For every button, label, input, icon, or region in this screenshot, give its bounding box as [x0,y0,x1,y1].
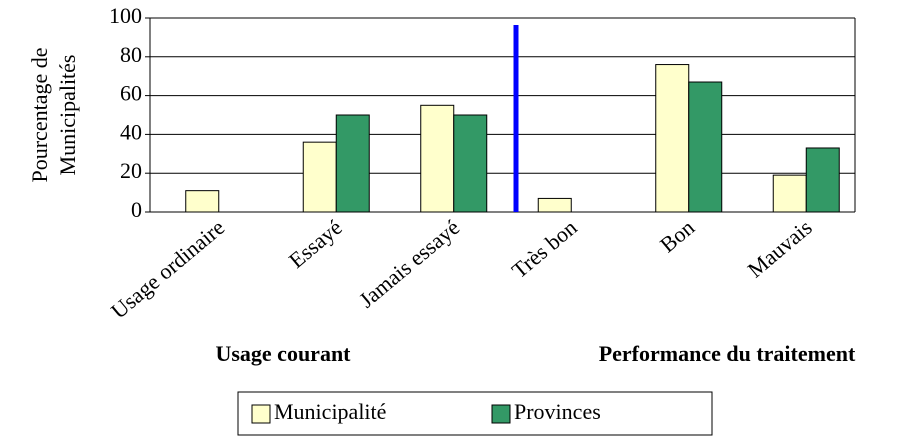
y-tick-label: 40 [120,119,142,144]
group-label: Usage courant [215,341,351,366]
bar [453,114,488,213]
bar [688,81,723,213]
bar [420,104,455,213]
legend-swatch [491,404,511,424]
bar [302,141,337,213]
bar [772,174,807,213]
x-tick-label: Usage ordinaire [106,215,229,324]
y-tick-label: 100 [109,3,142,28]
x-tick-label: Essayé [284,215,347,273]
legend-box [237,391,713,436]
y-axis-label: Municipalités [55,55,80,176]
y-tick-label: 60 [120,81,142,106]
bar [537,197,572,213]
y-axis-label: Pourcentage de [27,48,52,183]
y-tick-label: 80 [120,42,142,67]
x-tick-label: Bon [655,215,699,258]
legend-swatch [251,404,271,424]
bar [335,114,370,213]
x-tick-label: Très bon [507,215,582,284]
bar [805,147,840,213]
x-tick-label: Mauvais [743,215,817,283]
bar [185,190,220,213]
y-tick-label: 20 [120,158,142,183]
group-label: Performance du traitement [599,341,856,366]
legend-label: Provinces [514,399,601,424]
y-tick-label: 0 [131,197,142,222]
legend-label: Municipalité [274,399,386,424]
bar [655,64,690,213]
x-tick-label: Jamais essayé [354,215,464,313]
